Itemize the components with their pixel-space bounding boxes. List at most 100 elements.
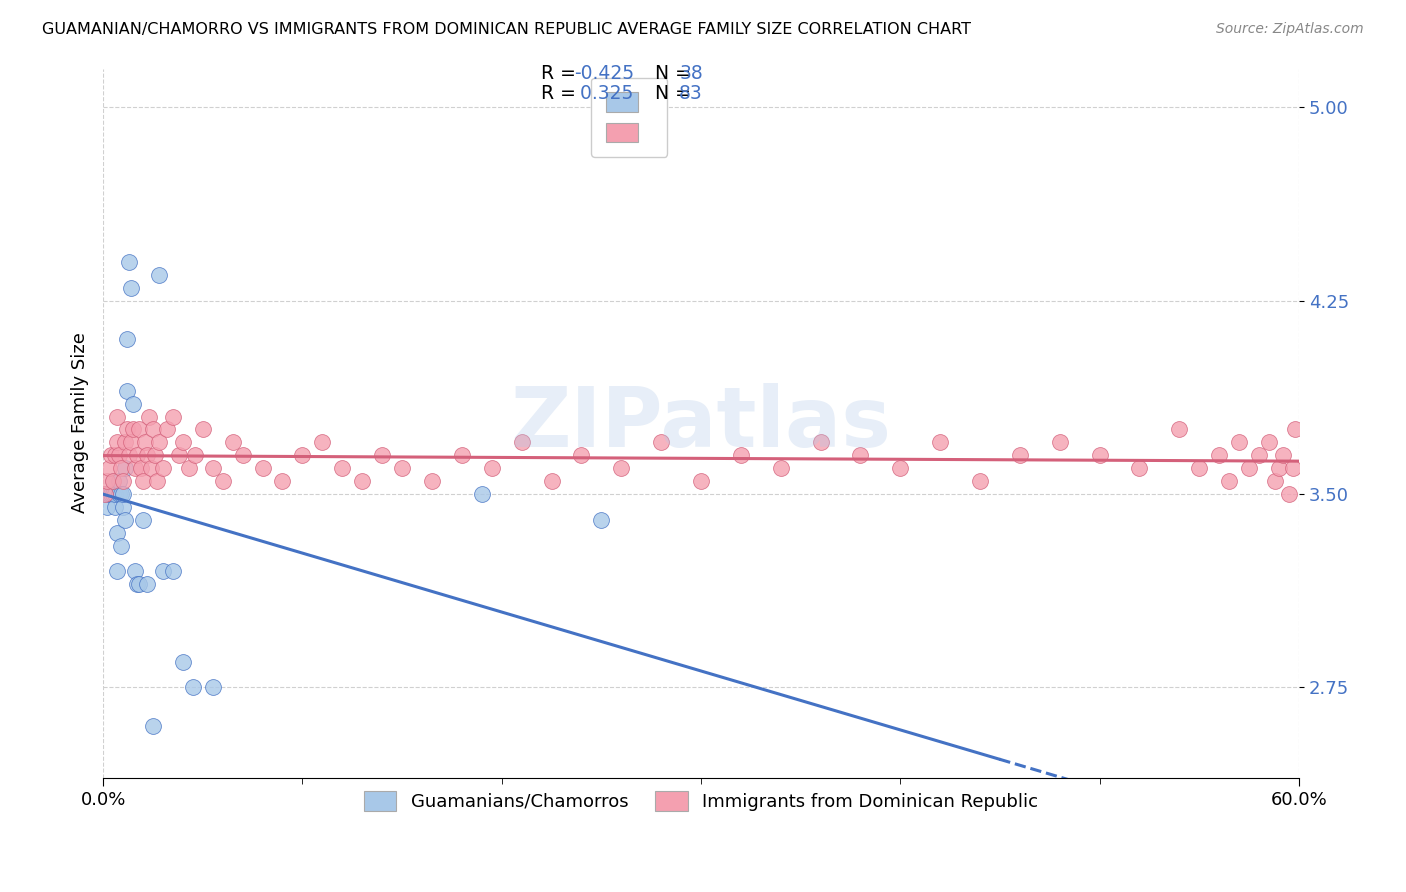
Point (96, 474, 118, 488)
Point (142, 719, 165, 733)
Point (849, 448, 872, 462)
Text: GUAMANIAN/CHAMORRO VS IMMIGRANTS FROM DOMINICAN REPUBLIC AVERAGE FAMILY SIZE COR: GUAMANIAN/CHAMORRO VS IMMIGRANTS FROM DO… (42, 22, 972, 37)
Point (371, 448, 394, 462)
Point (232, 448, 254, 462)
Point (650, 435, 672, 450)
Point (143, 448, 166, 462)
Point (420, 474, 443, 488)
Point (690, 474, 713, 488)
Point (1247, 448, 1270, 462)
Point (148, 268, 170, 282)
Point (172, 435, 194, 450)
Point (101, 474, 124, 488)
Point (571, 448, 593, 462)
Point (184, 448, 207, 462)
Point (128, 422, 150, 436)
Point (1278, 487, 1301, 501)
Point (101, 474, 124, 488)
Point (352, 474, 374, 488)
Point (148, 435, 170, 450)
Point (152, 564, 174, 578)
Point (124, 564, 146, 578)
Point (104, 487, 127, 501)
Point (471, 487, 494, 501)
Point (769, 461, 792, 475)
Point (114, 435, 136, 450)
Point (112, 500, 135, 514)
Point (610, 461, 633, 475)
Point (591, 513, 613, 527)
Point (177, 461, 200, 475)
Point (889, 461, 911, 475)
Point (1268, 461, 1291, 475)
Point (988, 822, 1011, 837)
Point (115, 422, 138, 436)
Point (172, 655, 194, 669)
Point (124, 461, 146, 475)
Point (105, 435, 128, 450)
Point (167, 448, 190, 462)
Point (129, 461, 152, 475)
Point (128, 577, 150, 591)
Point (1284, 422, 1306, 436)
Point (929, 435, 952, 450)
Y-axis label: Average Family Size: Average Family Size (72, 333, 89, 514)
Point (125, 448, 148, 462)
Point (1227, 435, 1250, 450)
Text: -0.425: -0.425 (574, 63, 634, 83)
Point (1258, 435, 1281, 450)
Legend: Guamanians/Chamorros, Immigrants from Dominican Republic: Guamanians/Chamorros, Immigrants from Do… (349, 776, 1053, 825)
Point (252, 461, 274, 475)
Point (132, 474, 155, 488)
Point (311, 435, 333, 450)
Point (118, 255, 141, 269)
Text: N =: N = (637, 84, 697, 103)
Point (110, 461, 132, 475)
Point (450, 448, 472, 462)
Point (96, 500, 118, 514)
Point (115, 332, 138, 346)
Point (112, 474, 135, 488)
Point (730, 448, 752, 462)
Point (105, 564, 128, 578)
Point (1188, 461, 1211, 475)
Point (125, 577, 148, 591)
Point (1218, 474, 1240, 488)
Point (108, 487, 131, 501)
Point (94, 487, 117, 501)
Point (810, 435, 832, 450)
Point (1128, 461, 1150, 475)
Text: 38: 38 (679, 63, 703, 83)
Point (98, 461, 121, 475)
Point (122, 397, 145, 411)
Point (1237, 461, 1260, 475)
Point (211, 474, 233, 488)
Point (136, 577, 159, 591)
Point (142, 422, 165, 436)
Point (1282, 461, 1305, 475)
Point (110, 487, 132, 501)
Point (162, 564, 184, 578)
Point (221, 435, 243, 450)
Point (1049, 435, 1071, 450)
Text: 0.325: 0.325 (574, 84, 633, 103)
Point (152, 461, 174, 475)
Point (105, 409, 128, 424)
Point (1008, 448, 1031, 462)
Point (191, 422, 214, 436)
Point (120, 281, 142, 295)
Text: R =: R = (541, 84, 582, 103)
Point (1208, 448, 1230, 462)
Point (1168, 422, 1191, 436)
Point (100, 487, 122, 501)
Point (162, 409, 184, 424)
Text: 83: 83 (679, 84, 703, 103)
Point (969, 474, 991, 488)
Point (1271, 448, 1294, 462)
Point (138, 409, 160, 424)
Point (108, 448, 131, 462)
Text: ZIPatlas: ZIPatlas (510, 383, 891, 464)
Point (181, 681, 204, 695)
Point (330, 461, 353, 475)
Text: Source: ZipAtlas.com: Source: ZipAtlas.com (1216, 22, 1364, 37)
